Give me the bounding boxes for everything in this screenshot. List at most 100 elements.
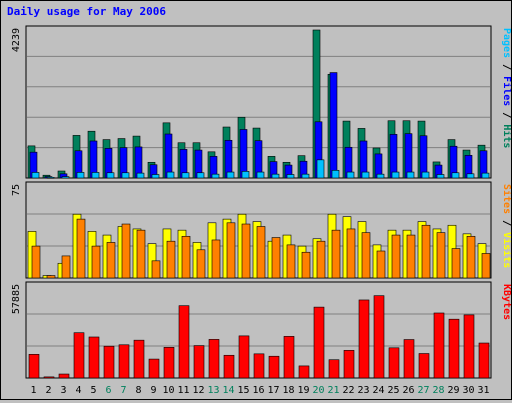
- bar-pages: [286, 174, 295, 179]
- axis-label-part: KBytes: [501, 284, 511, 320]
- x-tick-label: 21: [327, 385, 339, 396]
- bar-kbytes: [253, 353, 265, 379]
- x-tick-label: 9: [150, 385, 156, 396]
- bar-files: [404, 133, 413, 179]
- x-tick-label: 15: [237, 385, 249, 396]
- bar-kbytes: [223, 354, 235, 379]
- bar-pages: [226, 171, 235, 179]
- bar-sites: [271, 237, 281, 279]
- bar-kbytes: [343, 350, 355, 379]
- bar-kbytes: [43, 376, 55, 379]
- bar-pages: [436, 174, 445, 179]
- bar-kbytes: [463, 314, 475, 379]
- bar-pages: [391, 171, 400, 179]
- bar-kbytes: [118, 344, 130, 379]
- bar-pages: [316, 159, 325, 179]
- bar-kbytes: [103, 345, 115, 379]
- bar-kbytes: [328, 359, 340, 379]
- y-max-label: 57885: [11, 284, 22, 314]
- axis-label-part: /: [501, 214, 511, 232]
- bar-pages: [76, 172, 85, 179]
- axis-label-part: Visits: [501, 232, 511, 268]
- bar-sites: [361, 232, 371, 279]
- x-tick-label: 22: [342, 385, 354, 396]
- bar-pages: [271, 173, 280, 179]
- axis-label-part: Files: [501, 76, 511, 106]
- bar-sites: [301, 251, 311, 279]
- bar-sites: [91, 245, 101, 279]
- bar-kbytes: [313, 306, 325, 379]
- bar-sites: [391, 234, 401, 279]
- bar-pages: [46, 177, 55, 179]
- axis-label-part: Hits: [501, 124, 511, 148]
- bar-sites: [421, 224, 431, 279]
- bar-files: [239, 129, 248, 179]
- bar-pages: [106, 172, 115, 179]
- bar-kbytes: [28, 354, 40, 379]
- bar-sites: [241, 223, 251, 279]
- x-tick-label: 3: [60, 385, 66, 396]
- x-tick-label: 28: [432, 385, 444, 396]
- x-tick-label: 12: [192, 385, 204, 396]
- bar-pages: [31, 172, 40, 179]
- bar-sites: [406, 234, 416, 279]
- bar-sites: [376, 250, 386, 279]
- bar-sites: [166, 240, 176, 279]
- bar-kbytes: [73, 332, 85, 379]
- bar-files: [389, 134, 398, 179]
- bar-kbytes: [178, 305, 190, 379]
- bar-pages: [451, 172, 460, 179]
- x-tick-label: 18: [282, 385, 294, 396]
- x-tick-label: 17: [267, 385, 279, 396]
- bar-kbytes: [433, 312, 445, 379]
- x-tick-label: 4: [75, 385, 81, 396]
- bar-sites: [346, 228, 356, 279]
- chart-title: Daily usage for May 2006: [7, 5, 166, 18]
- bar-kbytes: [448, 318, 460, 379]
- bar-pages: [241, 171, 250, 179]
- bar-kbytes: [403, 339, 415, 379]
- bar-kbytes: [388, 347, 400, 379]
- x-tick-label: 29: [447, 385, 459, 396]
- axis-label-part: Pages: [501, 28, 511, 58]
- bar-pages: [466, 173, 475, 179]
- bar-pages: [481, 172, 490, 179]
- bar-pages: [136, 172, 145, 179]
- bar-kbytes: [163, 347, 175, 379]
- bar-pages: [151, 174, 160, 179]
- axis-label-visits-sites: Sites / Visits: [501, 184, 511, 268]
- bar-sites: [286, 244, 296, 279]
- x-tick-label: 24: [372, 385, 384, 396]
- bar-pages: [421, 171, 430, 179]
- x-tick-label: 16: [252, 385, 264, 396]
- bar-kbytes: [58, 373, 70, 379]
- bar-pages: [181, 172, 190, 179]
- x-tick-label: 20: [312, 385, 324, 396]
- y-max-label: 4239: [11, 28, 22, 52]
- bar-pages: [361, 171, 370, 179]
- x-tick-label: 26: [402, 385, 414, 396]
- x-tick-label: 8: [135, 385, 141, 396]
- bar-pages: [301, 173, 310, 179]
- axis-label-part: Sites: [501, 184, 511, 214]
- bar-kbytes: [238, 335, 250, 379]
- bar-kbytes: [283, 336, 295, 379]
- bar-pages: [346, 171, 355, 179]
- bar-sites: [31, 245, 41, 279]
- axis-label-kbytes: KBytes: [501, 284, 511, 320]
- bar-files: [419, 135, 428, 179]
- bar-kbytes: [148, 358, 160, 379]
- bar-pages: [211, 173, 220, 179]
- x-tick-label: 13: [207, 385, 219, 396]
- bar-sites: [151, 260, 161, 279]
- x-tick-label: 1: [30, 385, 36, 396]
- bar-sites: [331, 229, 341, 279]
- x-tick-label: 19: [297, 385, 309, 396]
- bar-kbytes: [208, 339, 220, 379]
- axis-label-part: /: [501, 106, 511, 124]
- axis-label-part: /: [501, 58, 511, 76]
- bar-sites: [436, 232, 446, 279]
- bar-kbytes: [133, 339, 145, 379]
- bar-sites: [121, 223, 131, 279]
